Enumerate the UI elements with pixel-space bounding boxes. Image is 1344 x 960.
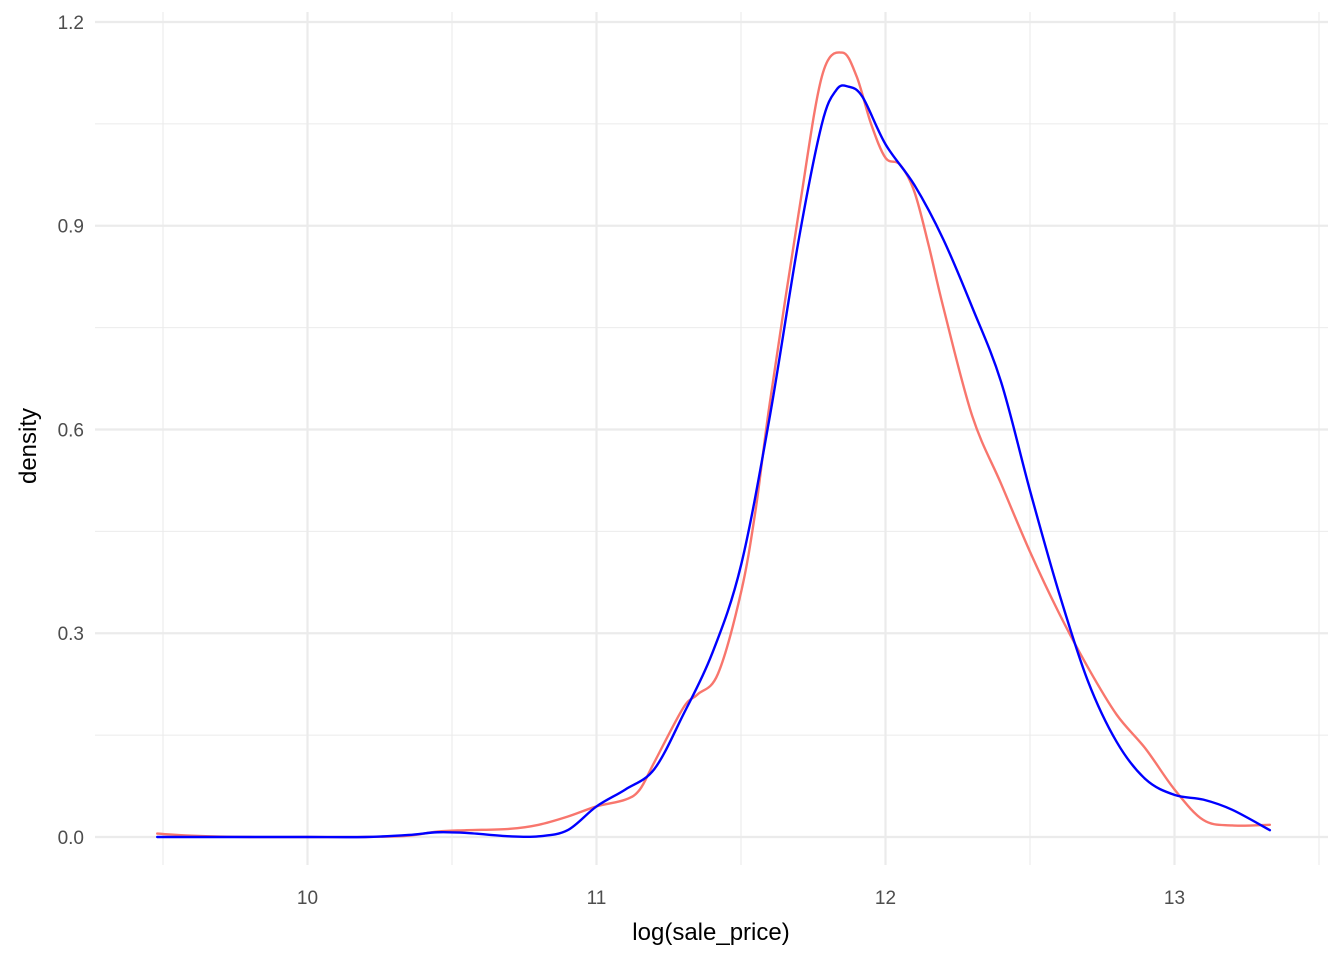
y-tick-label: 0.3 xyxy=(58,624,84,645)
x-tick-label: 13 xyxy=(1164,888,1185,909)
y-tick-label: 0.9 xyxy=(58,217,84,238)
x-tick-label: 12 xyxy=(875,888,896,909)
x-axis-title: log(sale_price) xyxy=(632,919,789,946)
series-layer xyxy=(156,51,1272,839)
x-tick-label: 10 xyxy=(297,888,318,909)
y-axis-title: density xyxy=(15,408,42,484)
y-tick-label: 0.0 xyxy=(58,828,84,849)
x-tick-label: 11 xyxy=(587,888,607,909)
density-line-1 xyxy=(156,51,1272,839)
minor-gridlines xyxy=(95,12,1328,865)
major-gridlines xyxy=(95,12,1328,865)
density-line-2 xyxy=(156,84,1272,839)
y-tick-label: 1.2 xyxy=(58,13,84,34)
y-axis-tick-labels: 0.0 0.3 0.6 0.9 1.2 xyxy=(58,13,84,849)
y-tick-label: 0.6 xyxy=(58,420,84,441)
x-axis-tick-labels: 10 11 12 13 xyxy=(297,888,1185,909)
